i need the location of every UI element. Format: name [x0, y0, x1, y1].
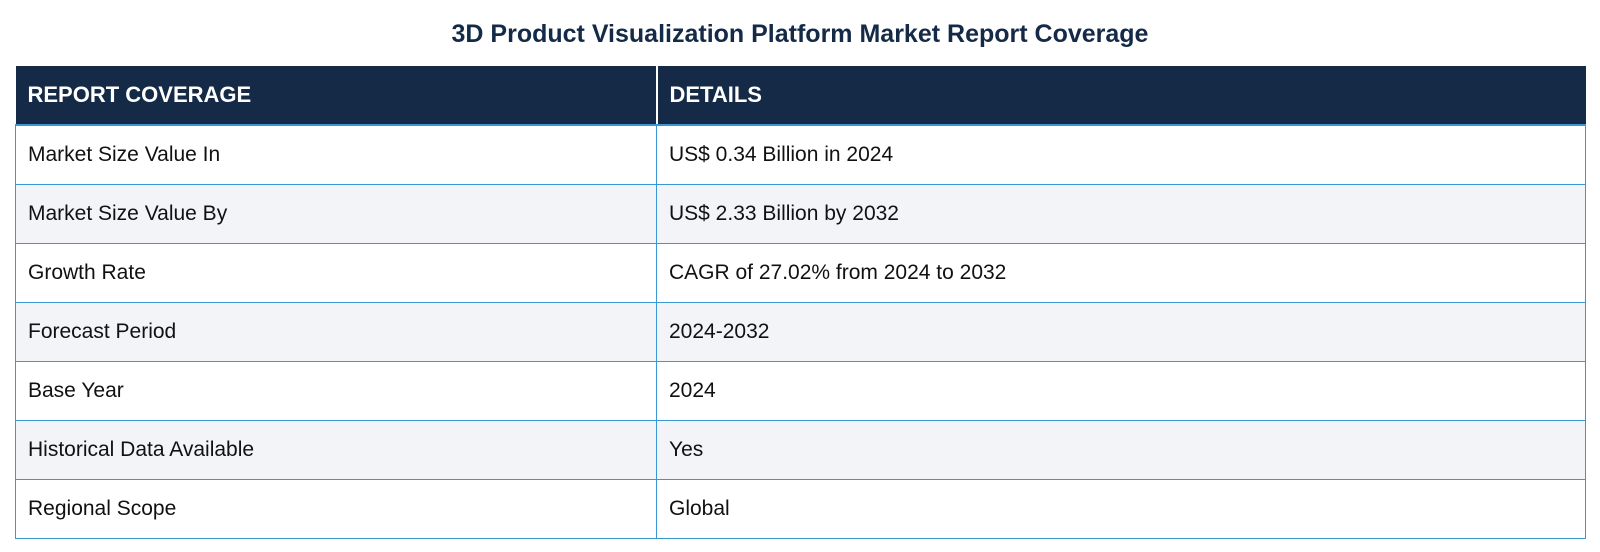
- header-report-coverage: REPORT COVERAGE: [15, 66, 658, 126]
- table-row: Base Year 2024: [15, 360, 1586, 421]
- row-label: Growth Rate: [15, 242, 657, 303]
- table-row: Market Size Value By US$ 2.33 Billion by…: [15, 183, 1586, 244]
- row-value: US$ 0.34 Billion in 2024: [656, 124, 1586, 185]
- row-label: Regional Scope: [15, 478, 657, 539]
- table-row: Growth Rate CAGR of 27.02% from 2024 to …: [15, 242, 1586, 303]
- page-title: 3D Product Visualization Platform Market…: [451, 20, 1149, 48]
- row-value: Yes: [656, 419, 1586, 480]
- row-value: 2024: [656, 360, 1586, 421]
- table-row: Historical Data Available Yes: [15, 419, 1586, 480]
- row-value: Global: [656, 478, 1586, 539]
- table-row: Market Size Value In US$ 0.34 Billion in…: [15, 124, 1586, 185]
- table-row: Regional Scope Global: [15, 478, 1586, 539]
- row-value: 2024-2032: [656, 301, 1586, 362]
- table-header-row: REPORT COVERAGE DETAILS: [15, 66, 1586, 126]
- report-coverage-table: REPORT COVERAGE DETAILS Market Size Valu…: [15, 66, 1586, 539]
- row-label: Forecast Period: [15, 301, 657, 362]
- row-label: Market Size Value By: [15, 183, 657, 244]
- row-value: US$ 2.33 Billion by 2032: [656, 183, 1586, 244]
- row-label: Market Size Value In: [15, 124, 657, 185]
- row-label: Base Year: [15, 360, 657, 421]
- header-details: DETAILS: [656, 66, 1586, 126]
- table-row: Forecast Period 2024-2032: [15, 301, 1586, 362]
- row-label: Historical Data Available: [15, 419, 657, 480]
- row-value: CAGR of 27.02% from 2024 to 2032: [656, 242, 1586, 303]
